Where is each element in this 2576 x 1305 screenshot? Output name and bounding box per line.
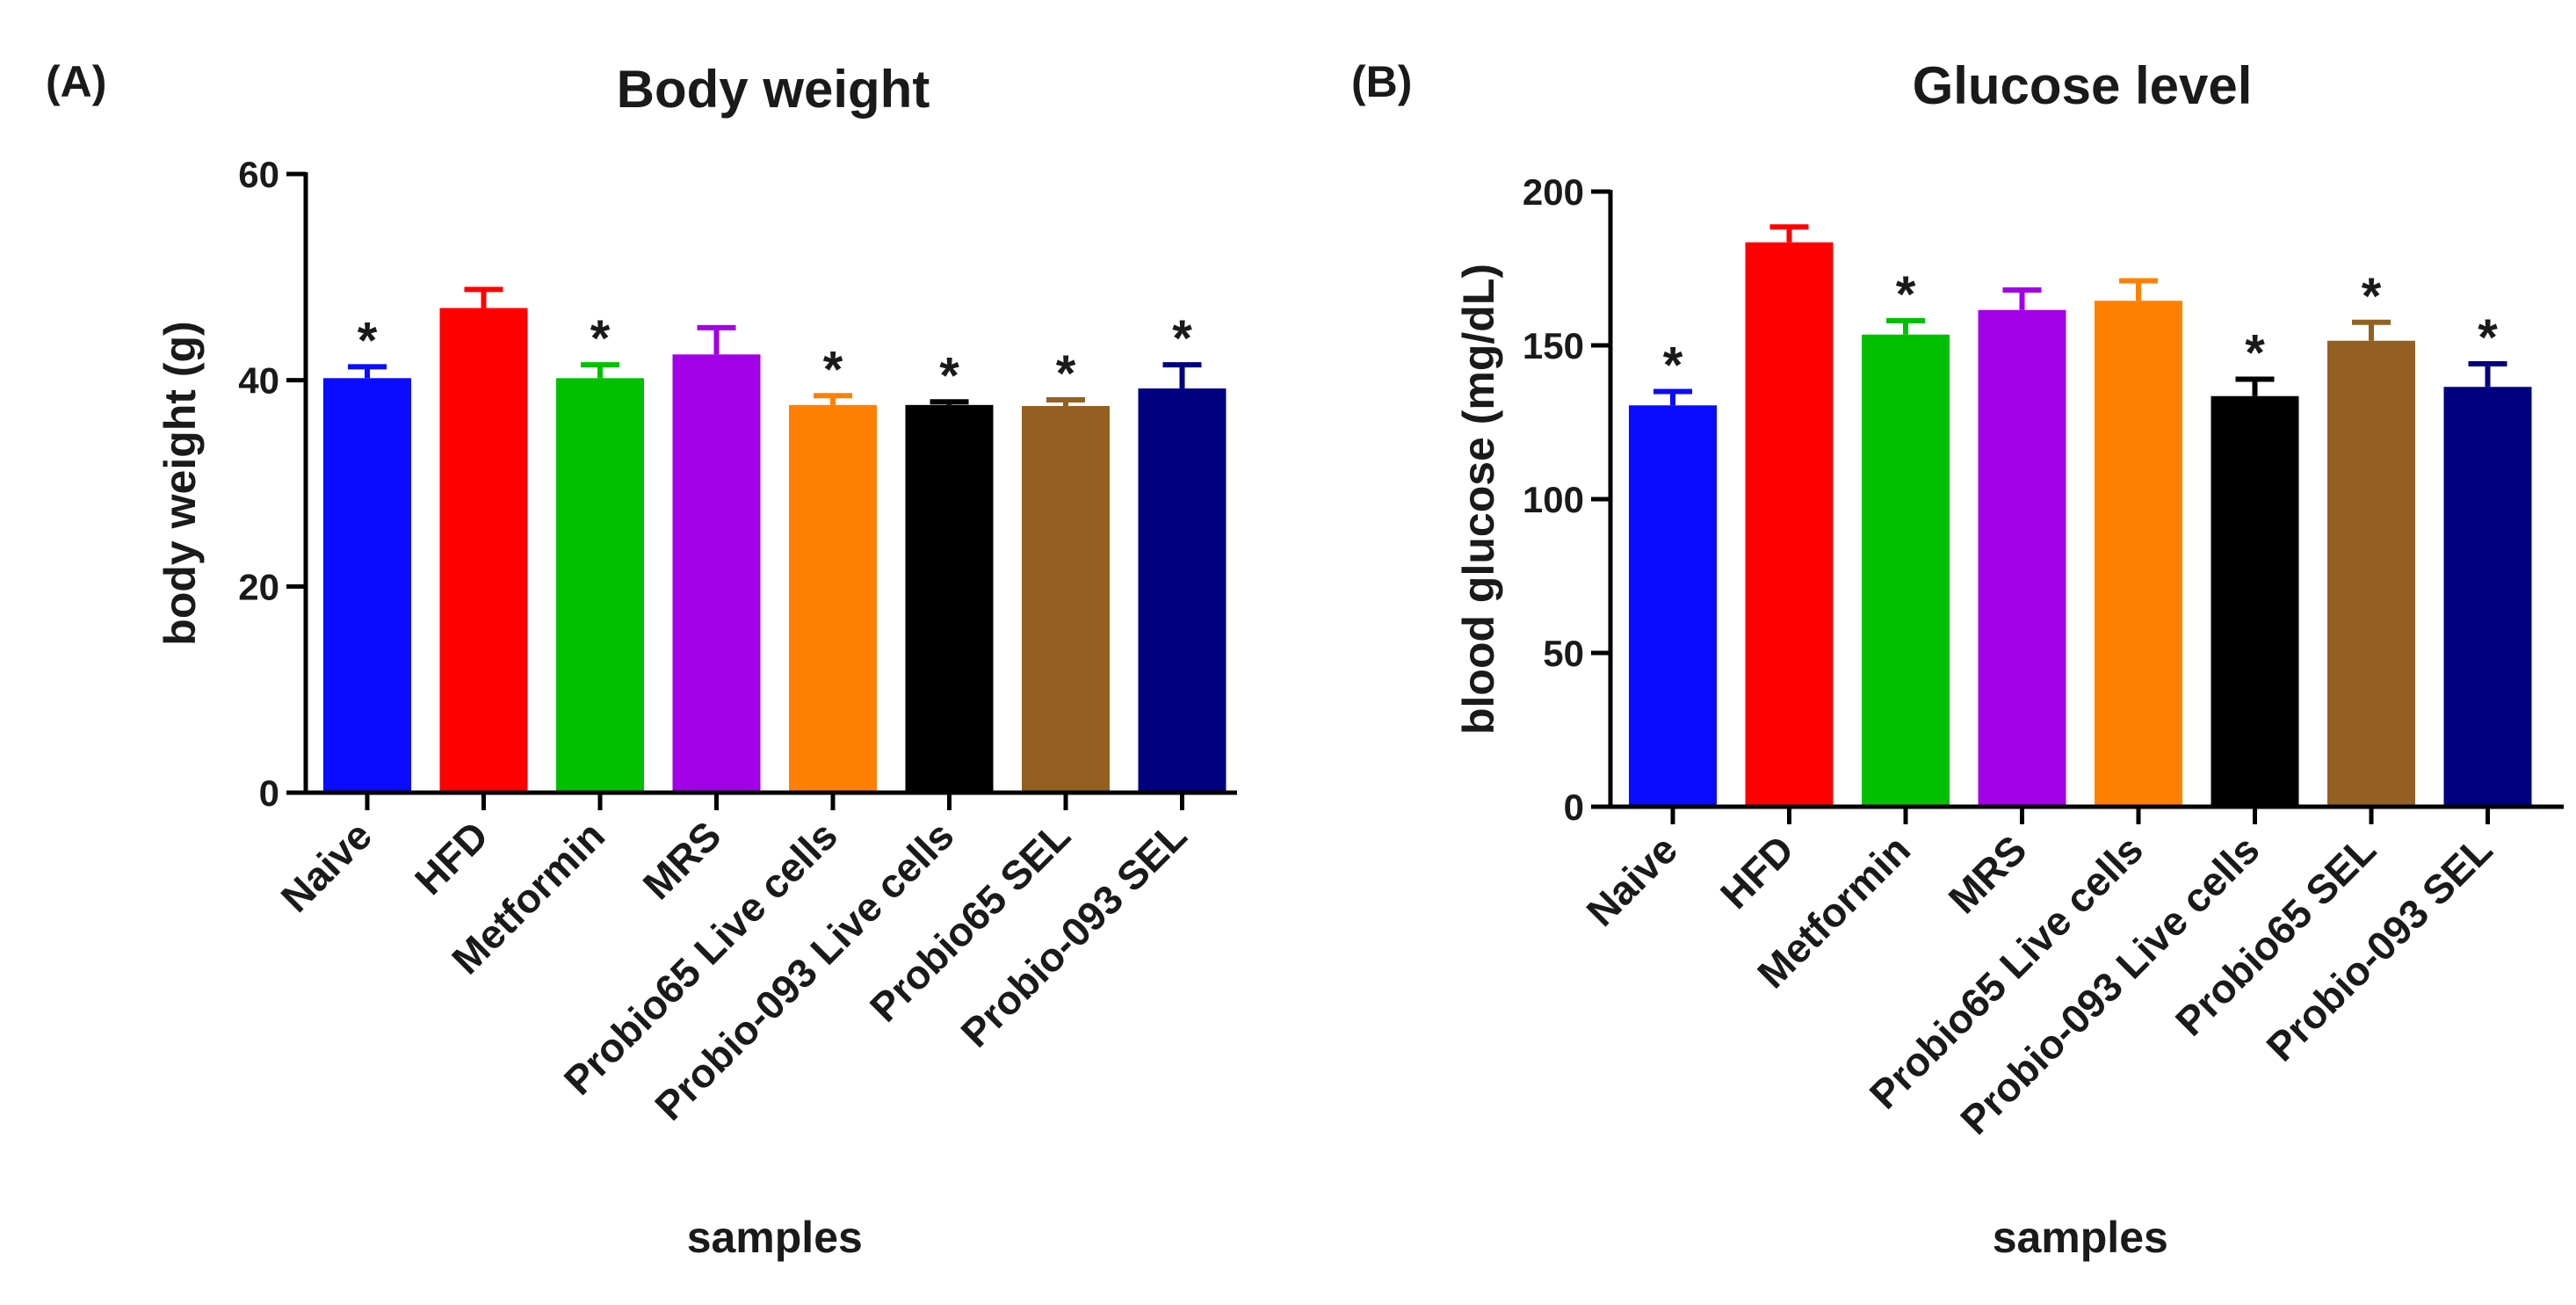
chart-title: Body weight <box>617 60 930 119</box>
panel-label: (B) <box>1351 57 1412 106</box>
category-label-1: Naive <box>272 812 381 921</box>
y-tick-label-1: 0 <box>1564 787 1584 828</box>
category-label-7: Probio65 SEL <box>861 812 1079 1030</box>
bar-1 <box>1629 405 1717 807</box>
error-bar-1 <box>1653 388 1692 406</box>
y-tick-label-5: 200 <box>1523 171 1584 213</box>
significance-mark-7: * <box>1056 345 1076 402</box>
error-bar-5 <box>2119 278 2158 301</box>
bar-2 <box>439 308 528 793</box>
bar-4 <box>672 354 761 793</box>
bar-5 <box>2095 301 2182 807</box>
bar-7 <box>1022 406 1110 793</box>
y-tick-label-3: 40 <box>238 360 279 402</box>
chart-panel-2: (B) Glucose level blood glucose (mg/dL) sam… <box>1351 56 2564 1262</box>
chart-title: Glucose level <box>1913 56 2253 115</box>
category-label-4: MRS <box>634 812 730 908</box>
error-bar-5 <box>814 393 852 405</box>
y-axis-title: blood glucose (mg/dL) <box>1454 264 1503 735</box>
significance-mark-8: * <box>1172 310 1192 367</box>
bar-6 <box>2211 395 2299 807</box>
error-bar-8 <box>2468 361 2507 388</box>
significance-mark-8: * <box>2478 309 2498 366</box>
bar-8 <box>1138 388 1226 793</box>
significance-mark-7: * <box>2362 268 2382 325</box>
x-axis-title: samples <box>687 1213 863 1262</box>
error-bar-7 <box>2352 319 2391 341</box>
y-tick-label-1: 0 <box>259 772 279 814</box>
error-bar-7 <box>1046 396 1085 406</box>
error-bar-8 <box>1162 362 1202 389</box>
y-tick-label-2: 20 <box>238 566 279 607</box>
category-label-2: HFD <box>1711 826 1803 917</box>
bar-5 <box>789 404 877 793</box>
bar-3 <box>1862 334 1950 807</box>
y-tick-label-4: 60 <box>238 154 279 195</box>
category-label-7: Probio65 SEL <box>2167 826 2384 1044</box>
bar-1 <box>323 378 411 793</box>
bar-4 <box>1978 309 2066 807</box>
y-tick-label-3: 100 <box>1523 479 1584 520</box>
error-bar-2 <box>1769 224 1809 243</box>
significance-mark-3: * <box>1896 266 1916 323</box>
error-bar-6 <box>2235 376 2275 396</box>
panel-label: (A) <box>46 57 106 106</box>
chart-panel-1: (A) Body weight body weight (g) samples * Nai… <box>46 57 1237 1262</box>
significance-mark-3: * <box>590 310 611 367</box>
bar-8 <box>2443 387 2532 807</box>
error-bar-3 <box>1886 318 1925 335</box>
error-bar-3 <box>581 362 619 379</box>
bar-7 <box>2327 340 2415 807</box>
bar-3 <box>556 378 644 793</box>
error-bar-6 <box>930 399 969 405</box>
category-label-2: HFD <box>406 812 497 903</box>
x-axis-title: samples <box>1993 1213 2168 1262</box>
error-bar-1 <box>348 364 387 379</box>
significance-mark-1: * <box>358 312 378 369</box>
bar-2 <box>1745 242 1834 807</box>
error-bar-4 <box>697 324 736 355</box>
significance-mark-6: * <box>939 347 959 404</box>
significance-mark-1: * <box>1663 337 1683 395</box>
y-tick-label-2: 50 <box>1543 633 1584 674</box>
bar-6 <box>905 404 994 793</box>
significance-mark-6: * <box>2245 325 2265 382</box>
error-bar-4 <box>2002 287 2042 310</box>
y-axis-title: body weight (g) <box>156 321 205 645</box>
y-tick-label-4: 150 <box>1523 325 1584 366</box>
category-label-1: Naive <box>1578 826 1687 935</box>
significance-mark-5: * <box>823 341 843 398</box>
category-label-4: MRS <box>1940 826 2036 922</box>
error-bar-2 <box>464 286 503 308</box>
